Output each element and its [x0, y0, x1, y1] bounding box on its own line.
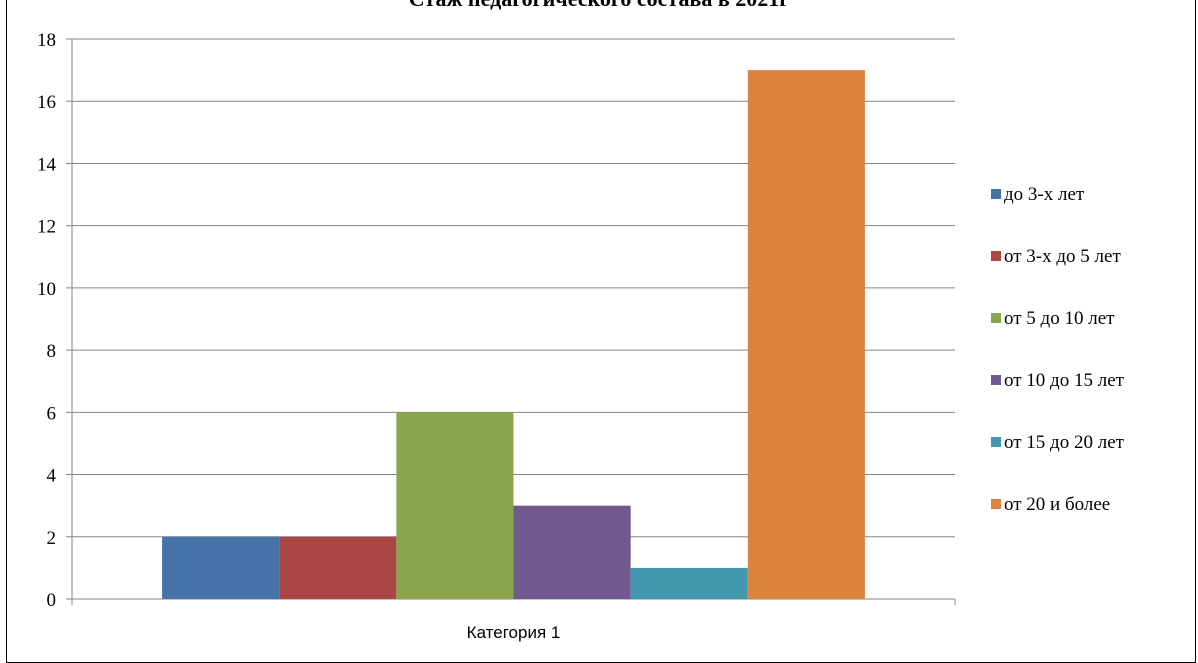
y-tick-label: 18: [37, 30, 56, 51]
bar: [748, 70, 865, 599]
bar: [514, 506, 631, 599]
legend-swatch: [991, 251, 1001, 261]
legend-swatch: [991, 499, 1001, 509]
y-tick-label: 6: [47, 403, 57, 424]
bar: [396, 412, 513, 599]
legend-swatch: [991, 189, 1001, 199]
y-tick-label: 0: [47, 590, 57, 611]
legend-swatch: [991, 437, 1001, 447]
y-tick-label: 10: [37, 279, 56, 300]
bar: [279, 537, 396, 599]
bar: [162, 537, 279, 599]
bar: [631, 568, 748, 599]
legend-label: от 5 до 10 лет: [1004, 308, 1115, 329]
legend-swatch: [991, 313, 1001, 323]
y-tick-label: 2: [47, 528, 57, 549]
legend-label: от 15 до 20 лет: [1004, 432, 1125, 453]
legend-label: от 3-х до 5 лет: [1004, 246, 1121, 267]
legend-label: до 3-х лет: [1004, 184, 1085, 205]
y-tick-label: 12: [37, 217, 56, 238]
y-tick-label: 16: [37, 92, 56, 113]
y-tick-label: 14: [37, 154, 57, 175]
y-tick-label: 4: [47, 466, 57, 487]
y-tick-label: 8: [47, 341, 57, 362]
x-category-label: Категория 1: [467, 623, 561, 642]
legend-label: от 10 до 15 лет: [1004, 370, 1125, 391]
legend-swatch: [991, 375, 1001, 385]
legend-label: от 20 и более: [1004, 494, 1110, 515]
